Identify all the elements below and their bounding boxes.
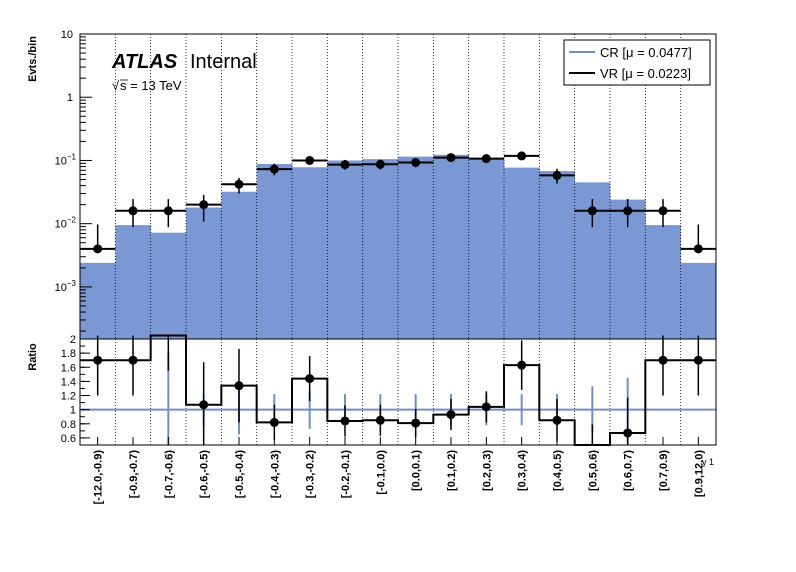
- ratio-point: [481, 402, 491, 412]
- legend-box: [563, 39, 711, 86]
- vr-point: [658, 206, 668, 216]
- cr-histogram: [80, 154, 717, 339]
- x-category-label: [-0.9,-0.7): [128, 450, 140, 499]
- x-axis-title: γ 1: [702, 457, 714, 467]
- ratio-point: [446, 410, 456, 420]
- ratio-point: [375, 415, 385, 425]
- legend-cr-label: CR [μ = 0.0477]: [600, 45, 692, 60]
- vr-point: [446, 153, 456, 163]
- y-tick-label: 10−2: [55, 216, 77, 231]
- x-category-label: [0.7,0.9): [658, 450, 670, 491]
- legend: CR [μ = 0.0477] VR [μ = 0.0223]: [563, 39, 711, 86]
- cr-bar: [292, 167, 328, 339]
- vr-histogram: [80, 151, 716, 254]
- x-category-label: [-0.5,-0.4): [234, 450, 246, 499]
- x-category-label: [-0.2,-0.1): [340, 450, 352, 499]
- cr-bar: [150, 232, 187, 339]
- x-category-label: [-12.0,-0.9): [93, 450, 105, 505]
- x-category-label: [0.3,0.4): [517, 450, 529, 491]
- x-category-label: [0.5,0.6): [587, 450, 599, 491]
- legend-vr-label: VR [μ = 0.0223]: [600, 66, 691, 81]
- ratio-point: [234, 381, 244, 391]
- vr-point: [411, 157, 421, 167]
- vr-point: [623, 206, 633, 216]
- x-category-label: [-0.7,-0.6): [163, 450, 175, 499]
- x-category-label: [-0.6,-0.5): [199, 450, 211, 499]
- ratio-point: [552, 415, 562, 425]
- vr-point: [375, 159, 385, 169]
- ratio-tick-label: 2: [70, 334, 76, 346]
- x-category-label: [-0.1,0.0): [375, 450, 387, 495]
- y-tick-label: 10: [61, 29, 73, 41]
- cr-bar: [115, 225, 152, 339]
- ratio-plot-frame: [79, 338, 717, 446]
- ratio-tick-label: 1.2: [61, 391, 76, 403]
- main-y-ticks: 10−3 10−2 10−1 1 10: [55, 29, 92, 332]
- ratio-tick-label: 1.6: [61, 362, 76, 374]
- energy-sqrt-symbol: √: [112, 78, 120, 93]
- cr-bar: [221, 191, 258, 339]
- y-tick-label: 10−1: [55, 152, 77, 167]
- x-category-label: [-0.4,-0.3): [269, 450, 281, 499]
- vr-point: [693, 244, 703, 254]
- ratio-point: [305, 374, 315, 384]
- cr-bar: [645, 225, 682, 339]
- ratio-vr-over-cr: [80, 334, 716, 446]
- vr-point: [128, 206, 138, 216]
- ratio-point: [93, 355, 103, 365]
- x-category-label: [0.6,0.7): [623, 450, 635, 491]
- vr-point: [163, 206, 173, 216]
- x-category-label: [0.2,0.3): [481, 450, 493, 491]
- ratio-point: [411, 418, 421, 428]
- ratio-point: [340, 416, 350, 426]
- main-y-axis-title: Evts./bin: [27, 36, 39, 82]
- x-category-label: [-0.3,-0.2): [305, 450, 317, 499]
- ratio-tick-label: 1: [70, 405, 76, 417]
- ratio-point: [623, 428, 633, 438]
- x-category-label: [0.1,0.2): [446, 450, 458, 491]
- energy-label: s = 13 TeV: [120, 78, 182, 93]
- ratio-tick-label: 0.8: [61, 419, 76, 431]
- vr-point: [93, 244, 103, 254]
- x-category-labels: [-12.0,-0.9) [-0.9,-0.7) [-0.7,-0.6) [-0.6,…: [93, 437, 705, 505]
- ratio-y-axis-title: Ratio: [27, 343, 39, 371]
- atlas-label: ATLAS: [111, 51, 178, 73]
- vr-point: [199, 200, 209, 210]
- vr-point: [234, 179, 244, 189]
- ratio-point: [128, 355, 138, 365]
- cr-bar: [468, 157, 505, 339]
- cr-bar: [362, 159, 399, 339]
- vr-point: [481, 154, 491, 164]
- y-tick-label: 1: [67, 92, 73, 104]
- cr-bar: [680, 262, 717, 339]
- cr-bar: [327, 160, 364, 339]
- vr-point: [552, 170, 562, 180]
- internal-label: Internal: [190, 51, 257, 73]
- vr-point: [517, 151, 527, 161]
- x-category-label: [0.4,0.5): [552, 450, 564, 491]
- x-category-label: [0.0,0.1): [411, 450, 423, 491]
- cr-bar: [504, 167, 540, 339]
- ratio-tick-label: 1.4: [61, 376, 76, 388]
- vr-point: [269, 164, 279, 174]
- ratio-point: [658, 355, 668, 365]
- ratio-point: [199, 400, 209, 410]
- cr-bar: [186, 207, 222, 339]
- cr-bar: [539, 171, 576, 339]
- vr-point: [587, 206, 597, 216]
- ratio-point: [269, 417, 279, 427]
- ratio-tick-label: 1.8: [61, 348, 76, 360]
- vr-point: [340, 160, 350, 170]
- ratio-point: [517, 360, 527, 370]
- vr-point: [305, 155, 315, 165]
- cr-bar: [256, 163, 293, 339]
- y-tick-label: 10−3: [55, 279, 77, 294]
- cr-bar: [398, 156, 434, 339]
- ratio-tick-label: 0.6: [61, 433, 76, 445]
- cr-bar: [433, 154, 470, 339]
- ratio-point: [693, 355, 703, 365]
- x-category-label: [0.9,12.0): [693, 450, 705, 497]
